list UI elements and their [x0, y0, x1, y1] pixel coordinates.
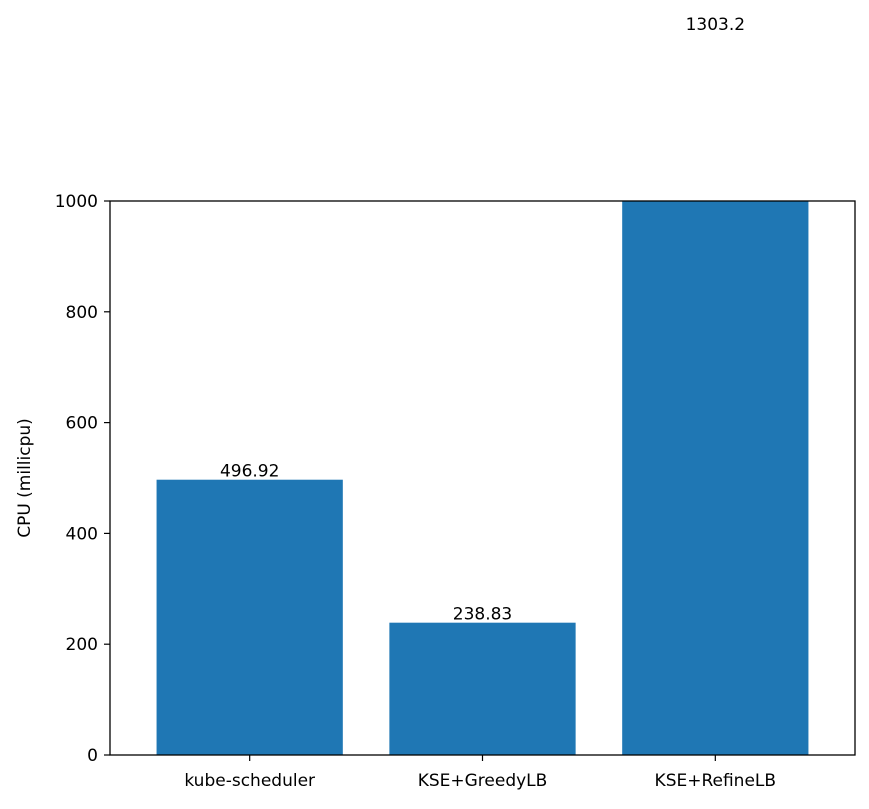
- y-axis: 0 200 400 600 800 1000: [55, 192, 110, 766]
- bar-value-label-2: 1303.2: [686, 15, 745, 35]
- y-tick-label-3: 600: [66, 414, 98, 434]
- bar-0: [156, 479, 343, 755]
- y-axis-label: CPU (millicpu): [15, 418, 35, 538]
- x-tick-label-0: kube-scheduler: [184, 771, 315, 791]
- bar-value-label-1: 238.83: [453, 605, 512, 625]
- x-tick-label-1: KSE+GreedyLB: [418, 771, 548, 791]
- data-labels: 496.92 238.83 1303.2: [220, 15, 745, 625]
- y-tick-label-5: 1000: [55, 192, 98, 212]
- bar-value-label-0: 496.92: [220, 462, 279, 482]
- bar-2: [622, 201, 809, 755]
- x-tick-label-2: KSE+RefineLB: [655, 771, 777, 791]
- bar-1: [389, 622, 576, 755]
- y-tick-label-0: 0: [87, 746, 98, 766]
- x-axis: kube-scheduler KSE+GreedyLB KSE+RefineLB: [184, 755, 776, 791]
- y-tick-label-2: 400: [66, 524, 98, 544]
- bars-layer: [156, 201, 809, 755]
- y-tick-label-4: 800: [66, 303, 98, 323]
- y-tick-label-1: 200: [66, 635, 98, 655]
